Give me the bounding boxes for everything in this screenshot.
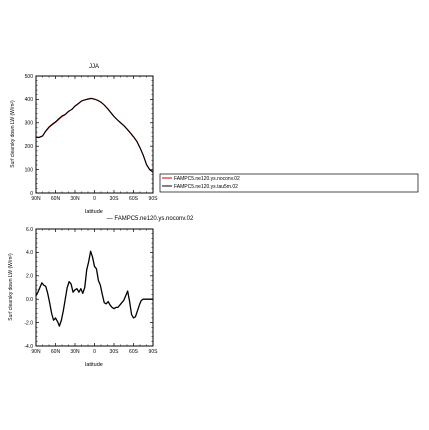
top-chart-x-axis: 90N 60N 30N 0 30S 60S 90S	[31, 76, 158, 202]
y-tick-label: 0.0	[26, 297, 33, 303]
series-line-1	[35, 250, 153, 327]
y-tick-label: -2.0	[24, 320, 33, 326]
x-tick-label: 30S	[110, 196, 120, 202]
x-tick-label: 90N	[31, 196, 41, 202]
x-tick-label: 90S	[149, 349, 159, 355]
y-tick-label: 4.0	[26, 250, 33, 256]
series-line-2	[36, 97, 154, 173]
bottom-chart-plot-area	[35, 250, 153, 327]
x-tick-label: 90N	[31, 349, 41, 355]
x-tick-label: 90S	[149, 196, 159, 202]
legend-entry-2: FAMPC5.ne120.ys.tau5m.02	[174, 184, 238, 190]
series-line-1	[35, 97, 154, 173]
x-tick-label: 60S	[129, 349, 139, 355]
x-tick-label: 60N	[51, 196, 61, 202]
top-chart-title: JJA	[89, 64, 99, 70]
legend-entry-1: FAMPC5.ne120.ys.noconv.02	[174, 176, 240, 182]
top-chart-frame	[35, 75, 154, 194]
top-chart-y-axis: 0 100 200 300 400 500	[25, 74, 153, 197]
bottom-chart-frame	[35, 228, 154, 347]
bottom-chart-title: — FAMPC5.ne120.ys.noconv.02	[107, 216, 194, 222]
bottom-chart-x-axis: 90N 60N 30N 0 30S 60S 90S	[31, 229, 158, 355]
y-tick-label: 2.0	[26, 274, 33, 280]
bottom-chart-y-axis: -4.0 -2.0 0.0 2.0 4.0 6.0	[24, 227, 153, 350]
x-tick-label: 0	[93, 349, 96, 355]
y-tick-label: 400	[25, 97, 34, 103]
y-tick-label: 200	[25, 144, 34, 150]
legend-box	[159, 173, 419, 193]
bottom-chart: — FAMPC5.ne120.ys.noconv.02 90N 60N 30N 0 30…	[8, 216, 194, 368]
x-tick-label: 60S	[129, 196, 139, 202]
x-tick-label: 30N	[70, 196, 80, 202]
x-tick-label: 0	[93, 196, 96, 202]
top-chart-x-label: latitude	[85, 209, 103, 215]
x-tick-label: 30S	[110, 349, 120, 355]
top-chart-y-label: Surf clearsky down LW (W/m²)	[10, 100, 16, 168]
y-tick-label: 100	[25, 167, 34, 173]
top-chart-plot-area	[35, 97, 154, 173]
top-chart: JJA 90N 60N 30N 0 30S 60S 90S 0 100 200 300 400 500…	[10, 64, 158, 215]
x-tick-label: 60N	[51, 349, 61, 355]
legend: FAMPC5.ne120.ys.noconv.02 FAMPC5.ne120.y…	[159, 173, 419, 193]
bottom-chart-y-label: Surf clearsky down LW (W/m²)	[8, 253, 14, 321]
y-tick-label: 300	[25, 121, 34, 127]
bottom-chart-x-label: latitude	[85, 362, 103, 368]
y-tick-label: 0	[30, 191, 33, 197]
y-tick-label: 500	[25, 74, 34, 80]
y-tick-label: -4.0	[24, 344, 33, 350]
y-tick-label: 6.0	[26, 227, 33, 233]
x-tick-label: 30N	[70, 349, 80, 355]
